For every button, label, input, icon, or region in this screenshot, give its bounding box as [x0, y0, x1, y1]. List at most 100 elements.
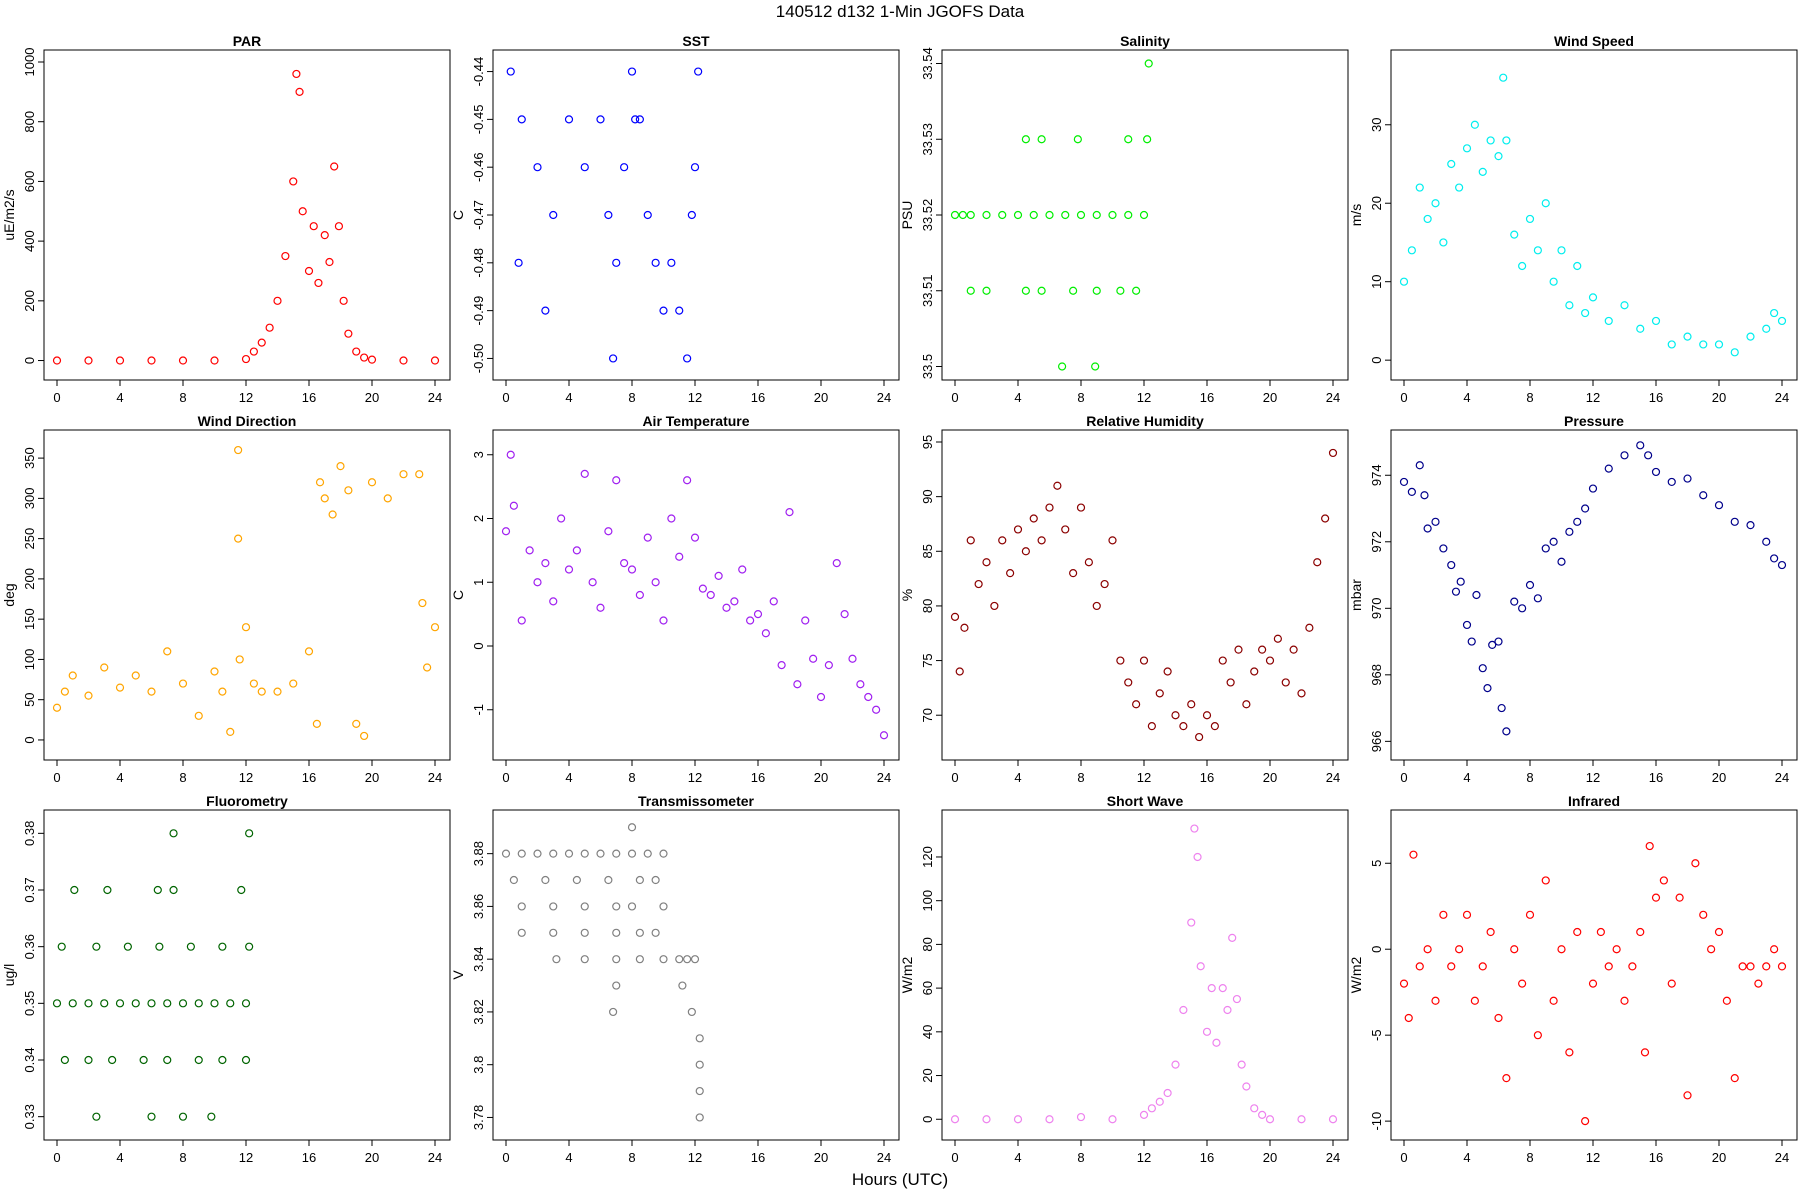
data-point — [1234, 645, 1243, 654]
data-point — [1076, 210, 1086, 220]
x-tick-label: 16 — [751, 1150, 765, 1165]
data-point — [147, 999, 156, 1008]
y-tick-label: 85 — [920, 544, 935, 558]
y-tick-label: 75 — [920, 653, 935, 667]
data-point — [84, 691, 93, 700]
y-tick-label: 20 — [1369, 196, 1384, 210]
data-point — [659, 616, 668, 625]
data-point — [186, 942, 195, 951]
x-tick-label: 4 — [1463, 1150, 1470, 1165]
data-point — [1478, 167, 1487, 176]
data-point — [974, 579, 983, 589]
x-tick-label: 8 — [1526, 770, 1533, 785]
data-point — [1297, 1115, 1306, 1124]
data-point — [249, 679, 258, 688]
data-point — [1754, 979, 1763, 988]
data-point — [1328, 448, 1338, 458]
data-point — [241, 999, 251, 1008]
data-point — [608, 1007, 618, 1017]
y-axis: 966 968 970 972 974 — [1369, 464, 1392, 752]
data-point — [367, 355, 377, 364]
y-tick-label: 0.38 — [22, 821, 37, 846]
x-tick-label: 20 — [814, 1150, 828, 1165]
data-point — [1675, 893, 1684, 902]
x-tick-label: 20 — [814, 770, 828, 785]
data-series — [1399, 841, 1787, 1126]
data-point — [139, 1055, 148, 1065]
data-point — [163, 647, 172, 656]
data-point — [966, 536, 975, 545]
data-point — [509, 875, 518, 885]
data-point — [1525, 580, 1535, 590]
data-point — [1328, 1115, 1338, 1124]
data-point — [1762, 324, 1771, 333]
data-point — [1226, 678, 1235, 687]
x-tick-label: 8 — [628, 390, 635, 405]
data-point — [1628, 962, 1637, 971]
data-point — [580, 163, 589, 172]
data-point — [1297, 689, 1306, 698]
x-tick-label: 16 — [1200, 1150, 1214, 1165]
data-point — [68, 671, 77, 680]
data-point — [998, 536, 1007, 545]
y-tick-label: 0.35 — [22, 991, 37, 1016]
data-point — [580, 902, 589, 911]
data-point — [210, 999, 219, 1008]
y-axis-label: V — [450, 970, 466, 980]
y-tick-label: 968 — [1369, 664, 1384, 686]
data-point — [1100, 579, 1109, 589]
y-axis-label: ug/l — [1, 964, 17, 987]
y-tick-label: 0.36 — [22, 934, 37, 959]
data-point — [328, 510, 337, 519]
data-point — [210, 356, 219, 365]
data-point — [1193, 852, 1202, 862]
data-point — [667, 514, 676, 523]
y-tick-label: 400 — [22, 230, 37, 252]
x-tick-label: 0 — [1400, 390, 1407, 405]
data-point — [1076, 503, 1086, 512]
data-point — [1533, 1031, 1542, 1040]
data-point — [234, 534, 243, 543]
data-point — [1147, 1104, 1156, 1113]
y-tick-label: 3.8 — [471, 1056, 486, 1074]
data-point — [1013, 1115, 1023, 1124]
x-tick-label: 12 — [1586, 770, 1600, 785]
data-point — [1212, 1038, 1221, 1047]
data-point — [1557, 246, 1566, 255]
data-point — [1483, 684, 1492, 693]
data-point — [1714, 501, 1724, 510]
x-tick-label: 4 — [565, 390, 572, 405]
data-point — [612, 476, 621, 485]
data-point — [620, 163, 629, 172]
x-tick-label: 20 — [1712, 390, 1726, 405]
data-point — [1037, 135, 1046, 144]
data-point — [695, 1113, 704, 1122]
x-tick-label: 12 — [239, 390, 253, 405]
data-point — [1218, 984, 1227, 993]
y-tick-label: -1 — [471, 704, 486, 716]
chart-panel: Short Wave W/m2 0 4 8 12 16 20 24 0 20 40 60 80 100 120 — [899, 793, 1349, 1165]
data-point — [131, 671, 140, 680]
plot-frame — [492, 429, 900, 761]
data-point — [344, 329, 353, 338]
data-point — [1313, 558, 1322, 567]
data-point — [1045, 1115, 1054, 1124]
x-tick-label: 8 — [179, 1150, 186, 1165]
data-point — [1762, 962, 1771, 971]
data-point — [155, 942, 164, 951]
data-point — [169, 885, 178, 895]
panel-title: Salinity — [1120, 33, 1170, 49]
data-point — [1644, 451, 1653, 460]
data-point — [1202, 711, 1212, 720]
panel-title: Transmissometer — [638, 793, 754, 809]
y-tick-label: 0 — [1369, 946, 1384, 953]
plot-frame — [1390, 429, 1798, 761]
y-axis-label: % — [899, 589, 915, 601]
x-tick-label: 24 — [1326, 390, 1340, 405]
data-point — [1588, 979, 1598, 988]
y-tick-label: 10 — [1369, 274, 1384, 288]
data-point — [1462, 910, 1472, 919]
x-tick-label: 8 — [628, 1150, 635, 1165]
data-point — [1124, 210, 1133, 220]
data-point — [564, 565, 574, 574]
